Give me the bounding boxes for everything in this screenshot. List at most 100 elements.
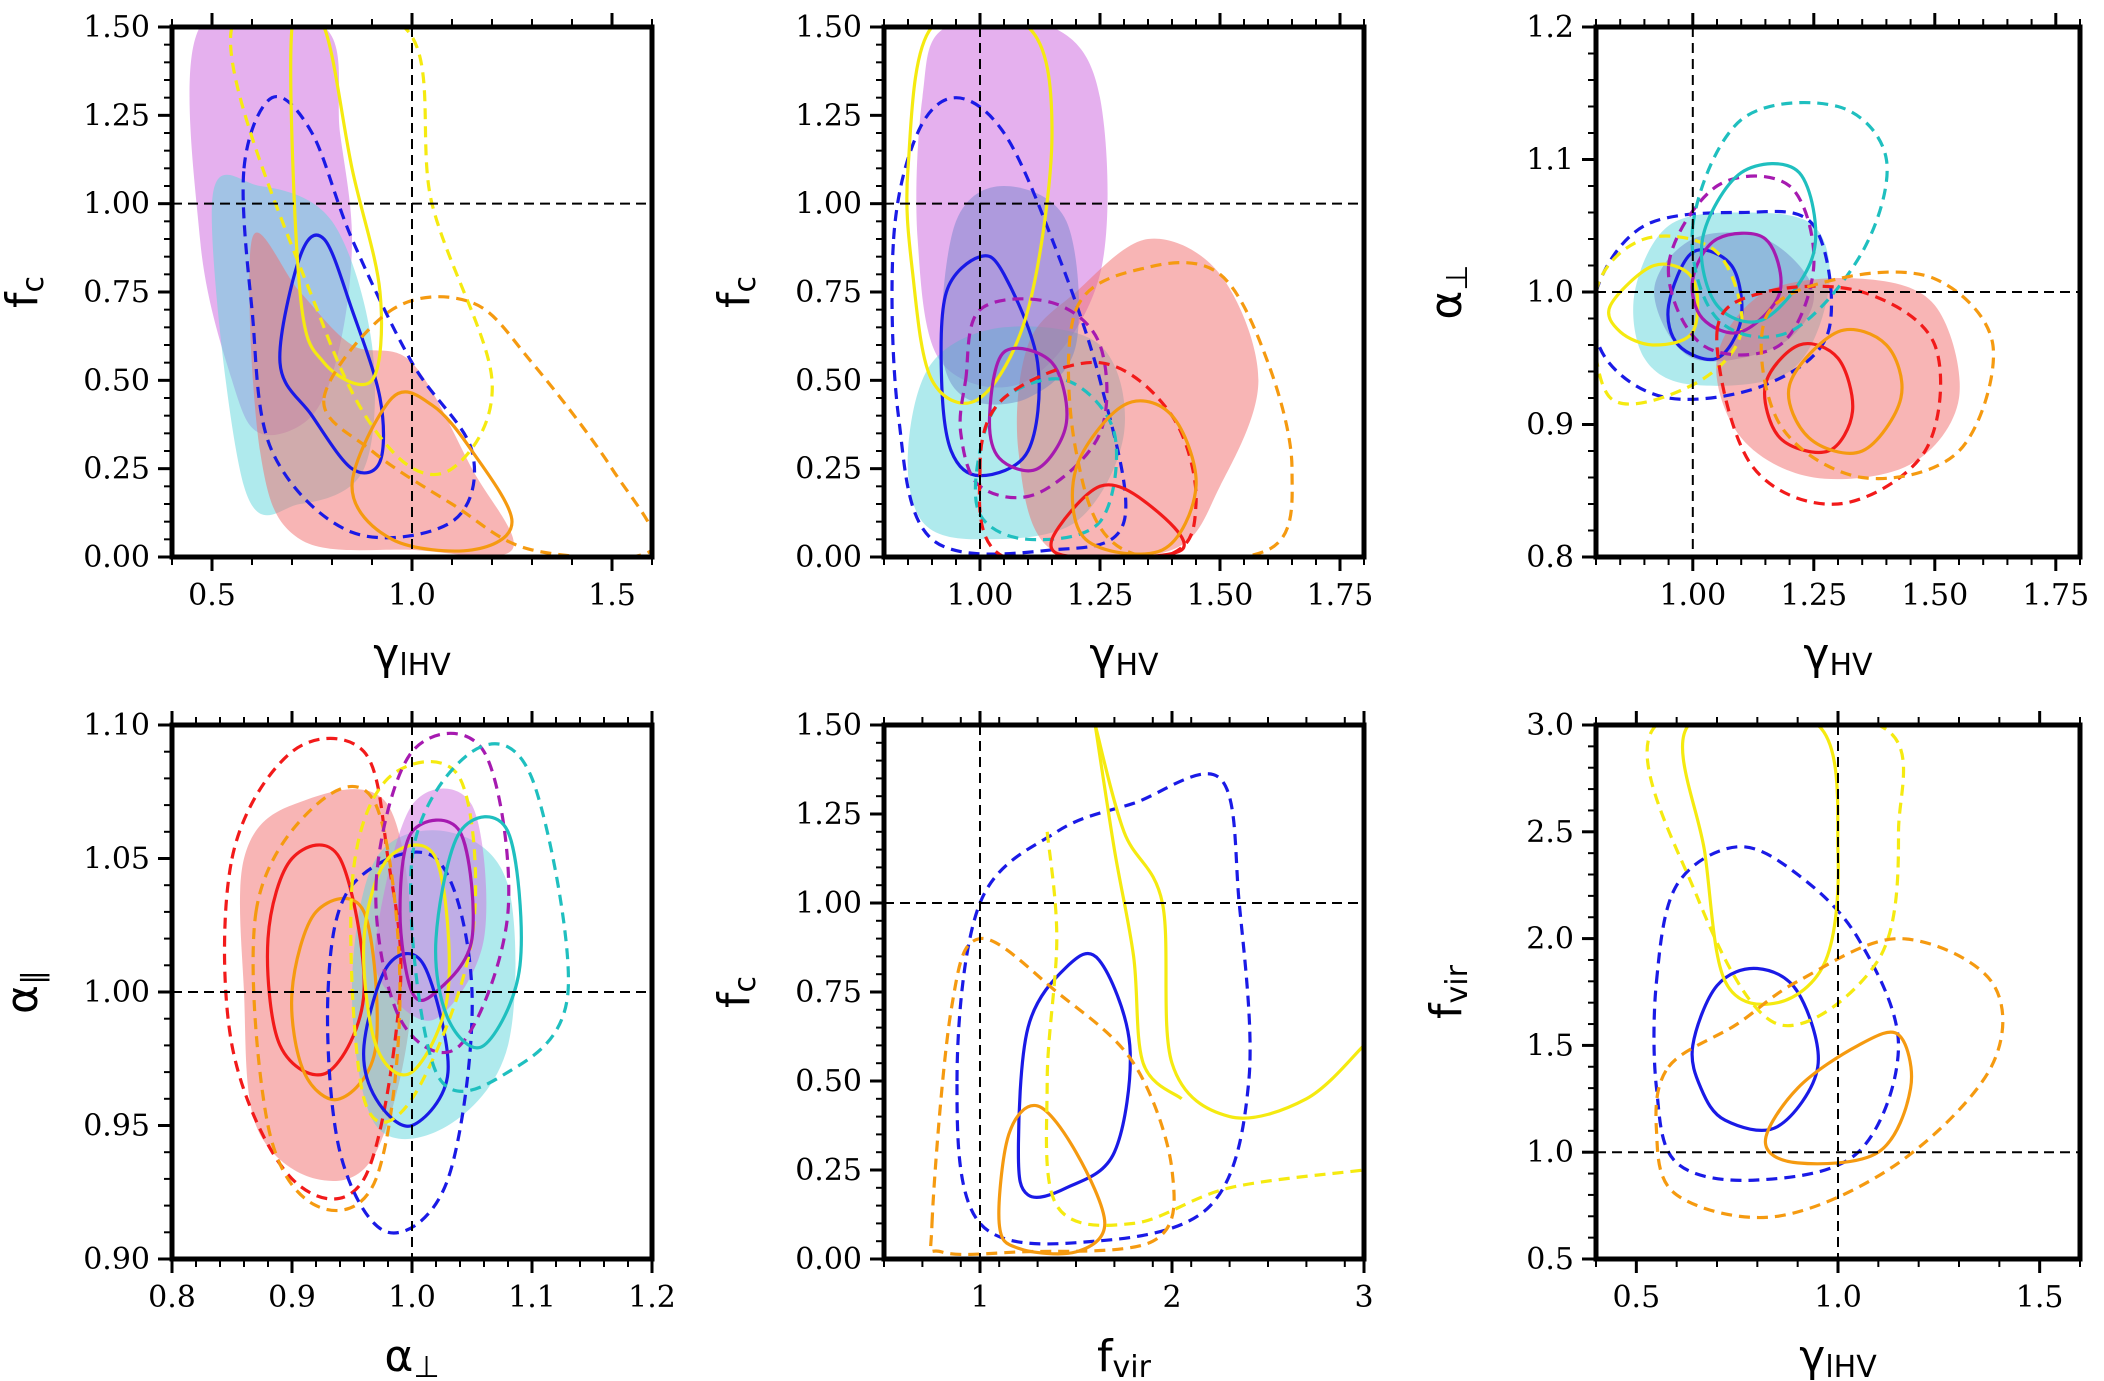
x-tick-label: 1.25 <box>1067 578 1134 613</box>
axes-frame <box>881 722 1367 1262</box>
x-axis-label: γHV <box>1089 629 1159 683</box>
panel-1: 0.5 1.0 1.5 0.00 0.25 0.50 0.75 1.00 1.25 1.50 γlH… <box>0 10 655 683</box>
x-tick-label: 1.50 <box>1187 578 1254 613</box>
y-tick-label: 0.50 <box>795 1064 862 1099</box>
dashed-contour <box>977 360 1198 557</box>
solid-contour <box>1699 162 1818 324</box>
y-tick-label: 1.05 <box>83 842 150 877</box>
y-tick-label: 1.5 <box>1526 1028 1574 1063</box>
x-tick-label: 0.5 <box>188 578 236 613</box>
dashed-contour <box>1715 284 1943 506</box>
solid-contour <box>1786 327 1904 455</box>
y-axis-label: α∥ <box>0 970 51 1014</box>
panel-5: 1 2 3 0.00 0.25 0.50 0.75 1.00 1.25 1.50 fvir fc <box>709 708 1374 1381</box>
y-tick-label: 0.8 <box>1526 540 1574 575</box>
y-tick-label: 1.00 <box>83 187 150 222</box>
y-tick-label: 0.00 <box>83 540 150 575</box>
x-tick-label: 1.75 <box>2022 578 2089 613</box>
y-axis-label: α⊥ <box>1421 264 1475 319</box>
y-tick-label: 0.25 <box>83 452 150 487</box>
dashed-contour <box>322 295 652 557</box>
y-axis-label: fc <box>709 976 763 1008</box>
y-tick-label: 1.10 <box>83 708 150 743</box>
filled-contour <box>941 186 1080 405</box>
y-tick-label: 1.00 <box>83 975 150 1010</box>
y-axis-label: fc <box>0 276 51 308</box>
x-tick-label: 1.2 <box>628 1280 676 1315</box>
solid-contour <box>997 1103 1107 1256</box>
dashed-contour <box>349 760 478 1124</box>
y-tick-label: 0.90 <box>83 1242 150 1277</box>
dashed-contour <box>973 377 1119 542</box>
x-tick-label: 1.5 <box>2016 1280 2064 1315</box>
solid-contour <box>1016 951 1132 1199</box>
plot-area <box>222 731 571 1235</box>
plot-area <box>1596 100 1996 506</box>
y-tick-label: 0.5 <box>1526 1242 1574 1277</box>
solid-contour <box>1763 1030 1914 1166</box>
filled-contour <box>249 232 514 557</box>
dashed-contour <box>222 736 403 1201</box>
y-tick-label: 0.75 <box>83 275 150 310</box>
y-tick-label: 0.75 <box>795 975 862 1010</box>
y-tick-label: 0.95 <box>83 1109 150 1144</box>
x-axis-label: γlHV <box>373 629 451 683</box>
x-tick-label: 0.8 <box>148 1280 196 1315</box>
y-tick-label: 1.0 <box>1526 1135 1574 1170</box>
plot-area <box>1645 725 2005 1220</box>
y-tick-label: 0.9 <box>1526 408 1574 443</box>
dashed-contour <box>1652 845 1901 1182</box>
dashed-contour <box>1654 937 2005 1220</box>
y-tick-label: 1.25 <box>795 98 862 133</box>
solid-contour <box>290 896 379 1102</box>
x-tick-label: 1.75 <box>1307 578 1374 613</box>
y-tick-label: 1.0 <box>1526 275 1574 310</box>
y-tick-label: 1.25 <box>795 797 862 832</box>
dashed-contour <box>1690 100 1889 339</box>
dashed-contour <box>374 731 511 1055</box>
dashed-contour <box>890 96 1128 556</box>
x-tick-label: 0.5 <box>1612 1280 1660 1315</box>
y-tick-label: 1.25 <box>83 98 150 133</box>
solid-contour <box>905 27 1054 405</box>
solid-contour <box>939 254 1041 478</box>
plot-area <box>189 27 652 557</box>
x-axis-label: γHV <box>1803 629 1873 683</box>
dashed-contour <box>1645 725 1906 1028</box>
dashed-contour <box>1044 831 1364 1227</box>
y-tick-label: 1.2 <box>1526 10 1574 45</box>
x-tick-label: 2 <box>1162 1280 1181 1315</box>
dashed-contour <box>241 94 477 540</box>
x-tick-label: 0.9 <box>268 1280 316 1315</box>
y-tick-label: 0.50 <box>795 363 862 398</box>
y-tick-label: 1.00 <box>795 187 862 222</box>
solid-contour <box>398 818 475 1002</box>
x-tick-label: 1.00 <box>947 578 1014 613</box>
x-tick-label: 3 <box>1354 1280 1373 1315</box>
y-tick-label: 1.50 <box>795 708 862 743</box>
solid-contour <box>362 952 450 1128</box>
y-tick-label: 1.50 <box>795 10 862 45</box>
dashed-contour <box>955 772 1252 1246</box>
x-tick-label: 1.1 <box>508 1280 556 1315</box>
y-tick-label: 1.50 <box>83 10 150 45</box>
x-tick-label: 1.00 <box>1659 578 1726 613</box>
dashed-contour <box>1759 270 1996 481</box>
dashed-contour <box>958 297 1109 500</box>
y-tick-label: 2.5 <box>1526 815 1574 850</box>
x-tick-label: 1.0 <box>388 578 436 613</box>
dashed-contour <box>325 850 474 1235</box>
filled-contour <box>1716 278 1960 480</box>
x-tick-label: 1.50 <box>1901 578 1968 613</box>
y-tick-label: 0.50 <box>83 363 150 398</box>
y-tick-label: 0.25 <box>795 1153 862 1188</box>
y-tick-label: 2.0 <box>1526 922 1574 957</box>
filled-contour <box>916 27 1108 388</box>
solid-contour <box>350 390 514 553</box>
y-tick-label: 3.0 <box>1526 708 1574 743</box>
y-tick-label: 0.00 <box>795 1242 862 1277</box>
solid-contour <box>434 815 523 1050</box>
x-axis-label: fvir <box>1097 1331 1152 1381</box>
dashed-contour <box>409 742 571 1093</box>
